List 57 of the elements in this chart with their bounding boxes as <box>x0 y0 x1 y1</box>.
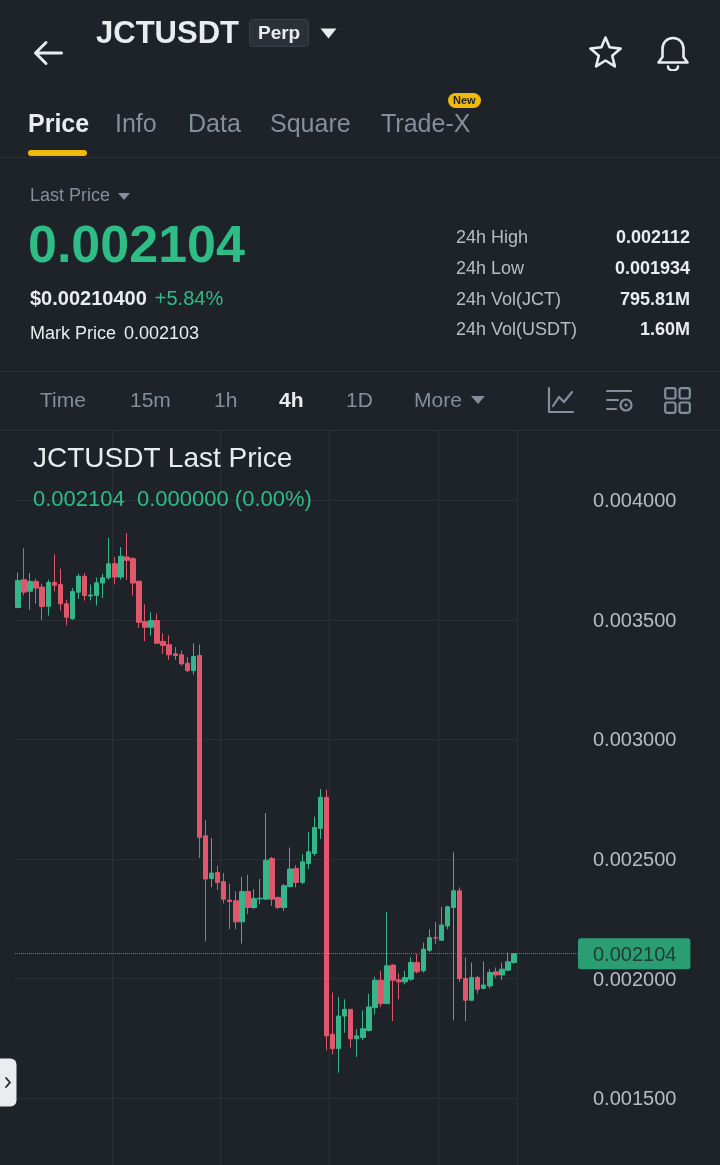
y-tick-label: 0.002000 <box>593 967 677 990</box>
candlestick <box>469 961 474 1002</box>
candlestick <box>378 970 384 1008</box>
candlestick <box>348 1008 353 1049</box>
candlestick <box>209 837 214 888</box>
candlestick <box>493 967 499 979</box>
text: 1h <box>214 387 238 413</box>
text: 0.001934 <box>614 257 690 280</box>
candlestick <box>82 572 87 602</box>
text: 0.002104 0.000000 (0.00%) <box>33 485 312 513</box>
candlestick <box>21 547 27 596</box>
text: Square <box>270 108 351 137</box>
text: JCTUSDT <box>96 14 239 52</box>
text: 0.002104 <box>28 213 245 275</box>
y-tick-label: 0.001500 <box>593 1087 677 1110</box>
text: Time <box>40 387 86 413</box>
text: Last Price <box>30 185 111 207</box>
chart-title: JCTUSDT Last Price <box>33 441 293 475</box>
candlestick <box>15 572 21 609</box>
candlestick <box>475 975 480 995</box>
text: 0.002112 <box>615 227 690 249</box>
ref-line-label: 0.002104 <box>593 942 677 965</box>
text: Trade-X <box>381 108 471 137</box>
text: Data <box>188 108 241 137</box>
candlestick <box>27 572 33 611</box>
text: 795.81M <box>619 288 690 311</box>
text: 4h <box>279 387 304 413</box>
text: 24h Vol(JCT) <box>456 288 562 311</box>
text: 15m <box>130 387 171 413</box>
y-tick-label: 0.004000 <box>593 489 677 512</box>
candlestick <box>245 874 251 915</box>
candlestick <box>112 556 118 585</box>
text: 1D <box>346 387 373 413</box>
text: 0.002103 <box>124 323 200 345</box>
y-tick-label: 0.003500 <box>593 608 677 631</box>
candlestick <box>148 611 154 636</box>
candlestick <box>293 864 299 888</box>
y-tick-label: 0.003000 <box>593 728 677 751</box>
text: 1.60M <box>639 319 690 341</box>
candlestick <box>239 876 245 945</box>
candlestick <box>433 921 438 945</box>
candlestick <box>414 953 420 974</box>
text: 24h High <box>456 227 529 249</box>
y-tick-label: 0.002500 <box>593 847 677 870</box>
text: Mark Price <box>30 323 117 345</box>
text: Perp <box>248 18 310 48</box>
candlestick <box>191 642 196 676</box>
candlestick <box>46 579 51 617</box>
text: +5.84% <box>154 286 224 310</box>
text: Price <box>28 108 90 137</box>
text: Info <box>115 108 157 137</box>
text: 24h Vol(USDT) <box>456 319 578 341</box>
text: New <box>448 93 481 108</box>
text: 24h Low <box>456 257 525 280</box>
text: More <box>414 387 462 413</box>
text: $0.00210400 <box>30 286 147 310</box>
candlestick <box>118 546 124 581</box>
